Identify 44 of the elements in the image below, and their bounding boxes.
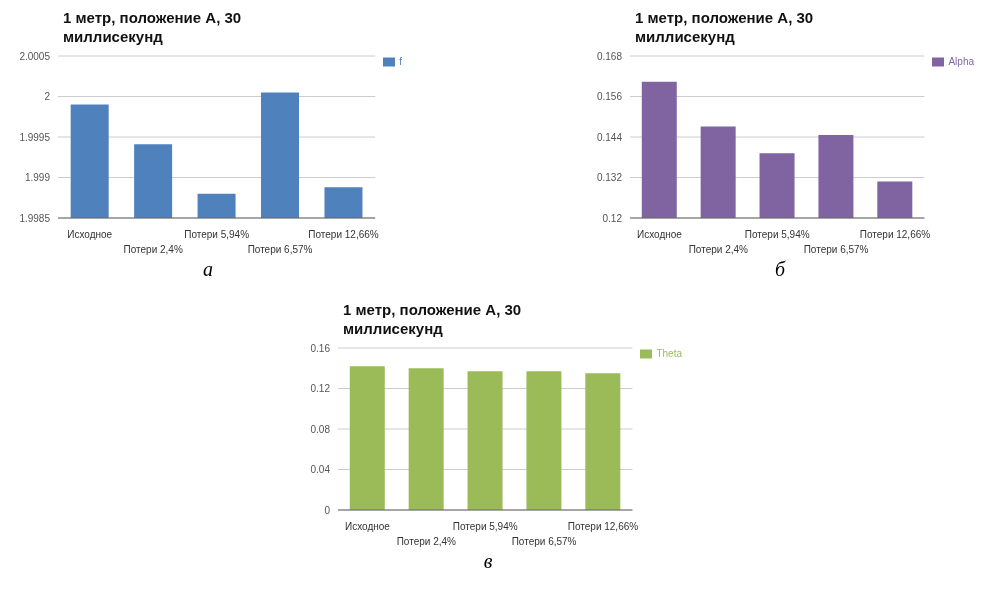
- bar: [349, 366, 385, 510]
- legend-label: Theta: [656, 348, 682, 359]
- y-tick-label: 2: [44, 91, 51, 103]
- x-tick-label: Потери 2,4%: [123, 244, 183, 255]
- y-tick-label: 0.16: [310, 342, 331, 354]
- y-tick-label: 0.144: [596, 131, 623, 143]
- y-tick-label: 1.9995: [19, 131, 51, 143]
- x-tick-label: Потери 2,4%: [396, 536, 457, 547]
- x-tick-label: Исходное: [67, 229, 113, 240]
- text: б: [773, 258, 787, 281]
- y-tick-label: 0.12: [310, 383, 331, 395]
- x-tick-label: Потери 5,94%: [452, 521, 518, 532]
- x-tick-label: Потери 12,66%: [859, 229, 931, 240]
- chart-title: 1 метр, положение А, 30 миллисекунд: [63, 8, 243, 47]
- y-tick-label: 0.12: [602, 212, 623, 224]
- x-tick-label: Потери 6,57%: [511, 536, 577, 547]
- x-tick-label: Потери 5,94%: [184, 229, 250, 240]
- y-tick-label: 1.9985: [19, 212, 51, 224]
- y-tick-label: 0.132: [596, 172, 623, 184]
- x-tick-label: Потери 12,66%: [567, 521, 639, 532]
- x-tick-label: Потери 5,94%: [744, 229, 810, 240]
- text: а: [202, 258, 214, 281]
- y-tick-label: 2.0005: [19, 50, 51, 62]
- y-tick-label: 0.04: [310, 464, 331, 476]
- chart-title: 1 метр, положение А, 30 миллисекунд: [635, 8, 815, 47]
- bar: [526, 371, 562, 510]
- y-tick-label: 0.08: [310, 423, 331, 435]
- y-tick-label: 0.156: [596, 91, 623, 103]
- legend-label: Alpha: [948, 56, 974, 67]
- x-tick-label: Потери 6,57%: [247, 244, 313, 255]
- x-tick-label: Исходное: [636, 229, 683, 240]
- chart-title: 1 метр, положение А, 30 миллисекунд: [343, 300, 523, 339]
- bar: [585, 373, 621, 510]
- x-tick-label: Потери 2,4%: [688, 244, 749, 255]
- y-tick-label: 1.999: [24, 172, 51, 184]
- bar: [408, 368, 444, 510]
- legend-label: f: [399, 56, 402, 67]
- y-tick-label: 0: [324, 504, 331, 516]
- x-tick-label: Исходное: [344, 521, 391, 532]
- text: в: [482, 550, 494, 573]
- bar: [467, 371, 503, 510]
- x-tick-label: Потери 12,66%: [308, 229, 379, 240]
- x-tick-label: Потери 6,57%: [803, 244, 869, 255]
- y-tick-label: 0.168: [596, 50, 623, 62]
